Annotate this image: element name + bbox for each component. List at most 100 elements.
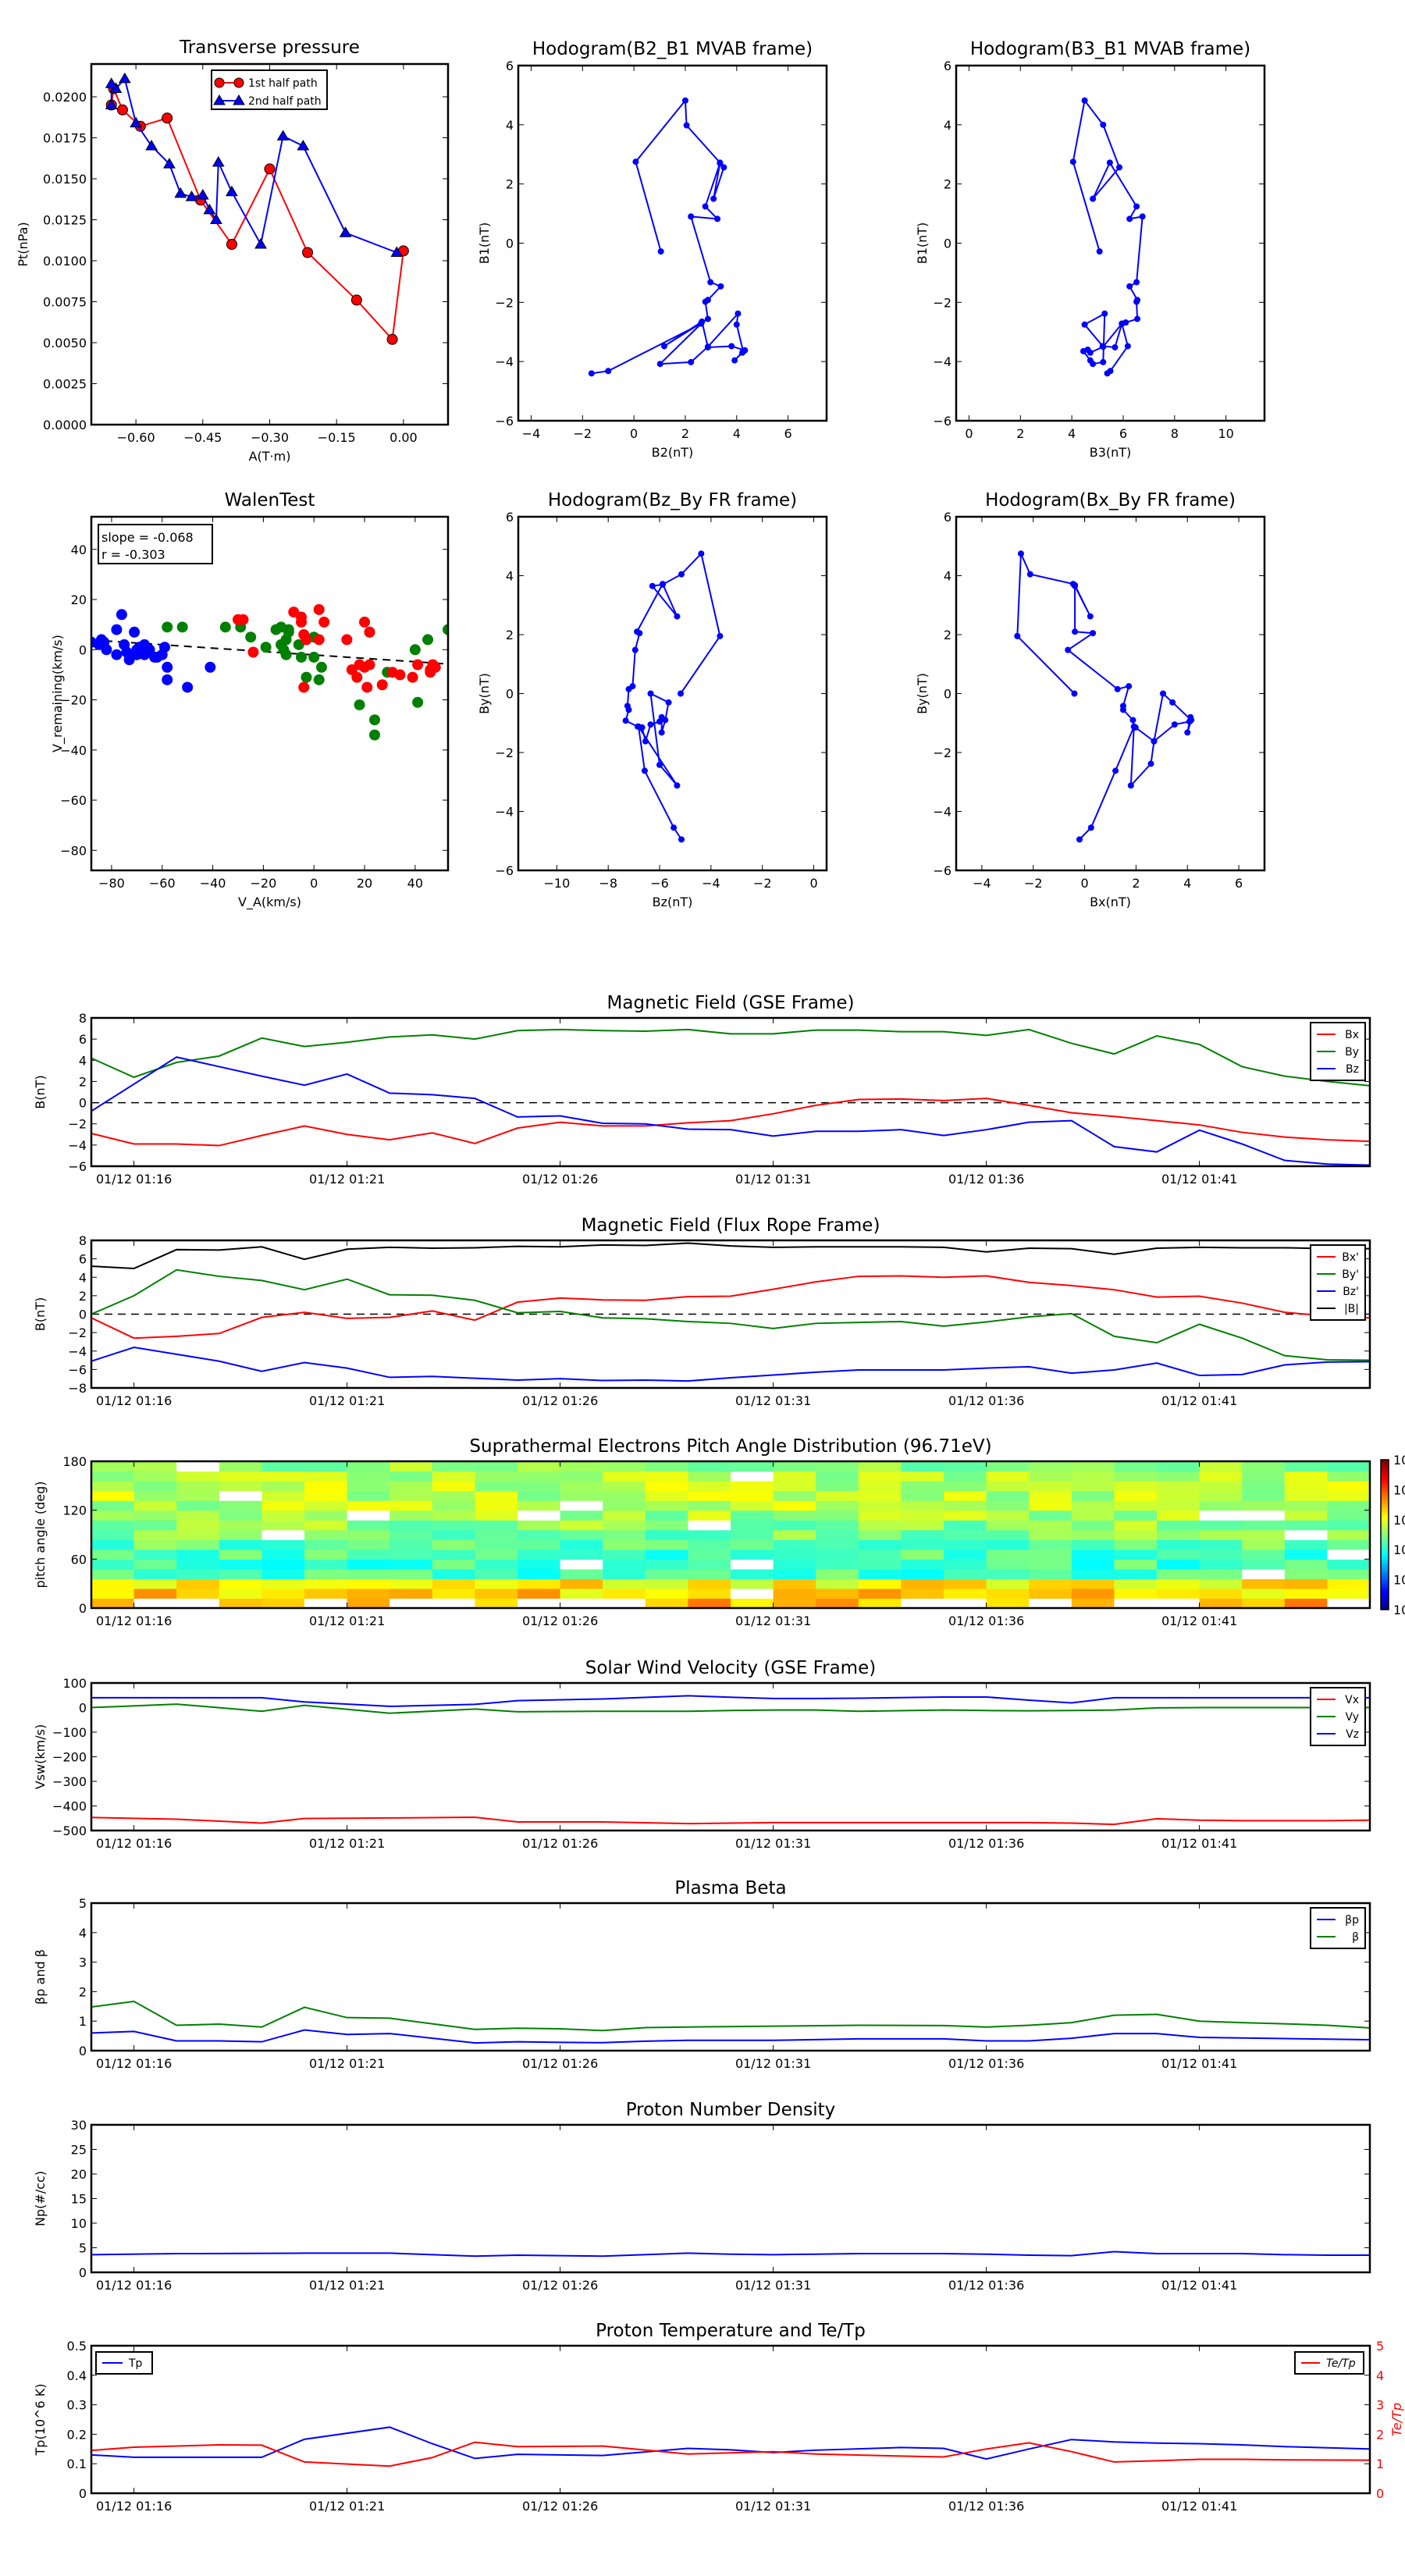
colorbar-segment xyxy=(1381,1592,1389,1596)
heatmap-cell xyxy=(219,1461,262,1472)
data-point xyxy=(301,671,312,683)
heatmap-cell xyxy=(389,1578,433,1589)
colorbar-segment xyxy=(1381,1554,1389,1558)
y-tick-label: 180 xyxy=(62,1454,87,1469)
x-tick-label: −0.45 xyxy=(183,430,222,445)
heatmap-cell xyxy=(731,1529,774,1540)
heatmap-cell xyxy=(1199,1549,1243,1560)
y-tick-label: −2 xyxy=(495,295,514,310)
x-tick-label: 01/12 01:26 xyxy=(522,1393,598,1408)
heatmap-cell xyxy=(1071,1539,1115,1550)
heatmap-cell xyxy=(816,1598,859,1609)
heatmap-cell xyxy=(1284,1461,1328,1472)
y-tick-label: 0 xyxy=(79,642,87,657)
heatmap-cell xyxy=(1157,1598,1200,1609)
heatmap-cell xyxy=(560,1500,603,1511)
heatmap-cell xyxy=(389,1529,433,1540)
data-point xyxy=(1069,158,1076,165)
heatmap-cell xyxy=(944,1529,987,1540)
data-point xyxy=(1139,213,1146,220)
heatmap-cell xyxy=(986,1549,1030,1560)
colorbar-frame xyxy=(1380,1459,1389,1610)
chart-title: Transverse pressure xyxy=(179,37,360,58)
y-tick-label: 0 xyxy=(506,687,514,702)
legend-left: Tp xyxy=(95,2351,153,2375)
heatmap-cell xyxy=(1029,1598,1072,1609)
x-tick-label: 01/12 01:41 xyxy=(1161,1836,1237,1851)
heatmap-cell xyxy=(1284,1520,1328,1531)
data-point xyxy=(298,681,310,693)
data-point xyxy=(158,642,170,653)
heatmap-cell xyxy=(518,1529,561,1540)
heatmap-cell xyxy=(432,1490,475,1501)
x-tick-label: −80 xyxy=(98,876,125,891)
heatmap-cell xyxy=(1199,1490,1243,1501)
heatmap-cell xyxy=(518,1481,561,1492)
plot-area xyxy=(588,97,749,377)
data-point xyxy=(429,661,441,673)
heatmap-cell xyxy=(304,1588,348,1599)
heatmap-cell xyxy=(901,1520,944,1531)
heatmap-cell xyxy=(389,1490,433,1501)
heatmap-cell xyxy=(176,1510,220,1521)
colorbar-label: 10-29 xyxy=(1393,1541,1405,1557)
heatmap-cell xyxy=(1284,1598,1328,1609)
heatmap-cell xyxy=(432,1471,475,1482)
stats-annotation: slope = -0.068 r = -0.303 xyxy=(98,524,213,564)
y-tick-label: 5 xyxy=(79,1896,87,1911)
heatmap-cell xyxy=(858,1510,902,1521)
heatmap-cell xyxy=(603,1481,646,1492)
y-tick-label: −4 xyxy=(933,354,951,369)
heatmap-cell xyxy=(347,1598,390,1609)
y-tick-label: 25 xyxy=(71,2143,87,2158)
heatmap-cell xyxy=(261,1510,305,1521)
legend-label: Te/Tp xyxy=(1326,2357,1356,2370)
data-point xyxy=(717,632,724,639)
x-tick-label: 01/12 01:16 xyxy=(96,1836,172,1851)
legend-label: Bx xyxy=(1345,1029,1359,1041)
heatmap-cell xyxy=(560,1598,603,1609)
x-tick-label: −0.15 xyxy=(318,430,356,445)
heatmap-cell xyxy=(858,1461,902,1472)
x-tick-label: 0 xyxy=(310,876,318,891)
plot-area xyxy=(91,2250,1370,2258)
colorbar-segment xyxy=(1381,1597,1389,1600)
heatmap-cell xyxy=(816,1481,859,1492)
heatmap-cell xyxy=(261,1588,305,1599)
heatmap-cell xyxy=(304,1500,348,1511)
heatmap-cell xyxy=(1157,1588,1200,1599)
y-axis-label: By(nT) xyxy=(477,673,492,714)
heatmap-cell xyxy=(219,1559,262,1570)
heatmap-cell xyxy=(560,1568,603,1579)
heatmap-cell xyxy=(304,1471,348,1482)
heatmap-cell xyxy=(176,1578,220,1589)
heatmap-cell xyxy=(560,1520,603,1531)
y-tick-label: 0 xyxy=(79,2044,87,2058)
heatmap-cell xyxy=(1327,1588,1371,1599)
colorbar-segment xyxy=(1381,1582,1389,1585)
data-point xyxy=(351,671,363,683)
x-tick-label: 6 xyxy=(1235,876,1243,891)
heatmap-cell xyxy=(688,1471,731,1482)
y-tick-label: 100 xyxy=(62,1676,87,1691)
heatmap-cell xyxy=(1029,1539,1072,1550)
x-tick-label: −10 xyxy=(543,876,570,891)
heatmap-cell xyxy=(1071,1510,1115,1521)
heatmap-cell xyxy=(944,1559,987,1570)
legend-label: Vy xyxy=(1346,1711,1360,1724)
y-tick-label: 0 xyxy=(79,2486,87,2501)
heatmap-cell xyxy=(176,1529,220,1540)
heatmap-cell xyxy=(475,1471,518,1482)
heatmap-cell xyxy=(347,1481,390,1492)
heatmap-cell xyxy=(347,1529,390,1540)
heatmap-cell xyxy=(944,1598,987,1609)
data-point xyxy=(443,624,448,635)
colorbar-segment xyxy=(1381,1469,1389,1473)
data-point xyxy=(1133,203,1140,210)
heatmap-cell xyxy=(176,1471,220,1482)
y-tick-label: 0 xyxy=(79,1096,87,1111)
x-tick-label: 01/12 01:26 xyxy=(522,1836,598,1851)
heatmap-cell xyxy=(1029,1529,1072,1540)
colorbar-segment xyxy=(1381,1485,1389,1488)
heatmap-cell xyxy=(1199,1588,1243,1599)
